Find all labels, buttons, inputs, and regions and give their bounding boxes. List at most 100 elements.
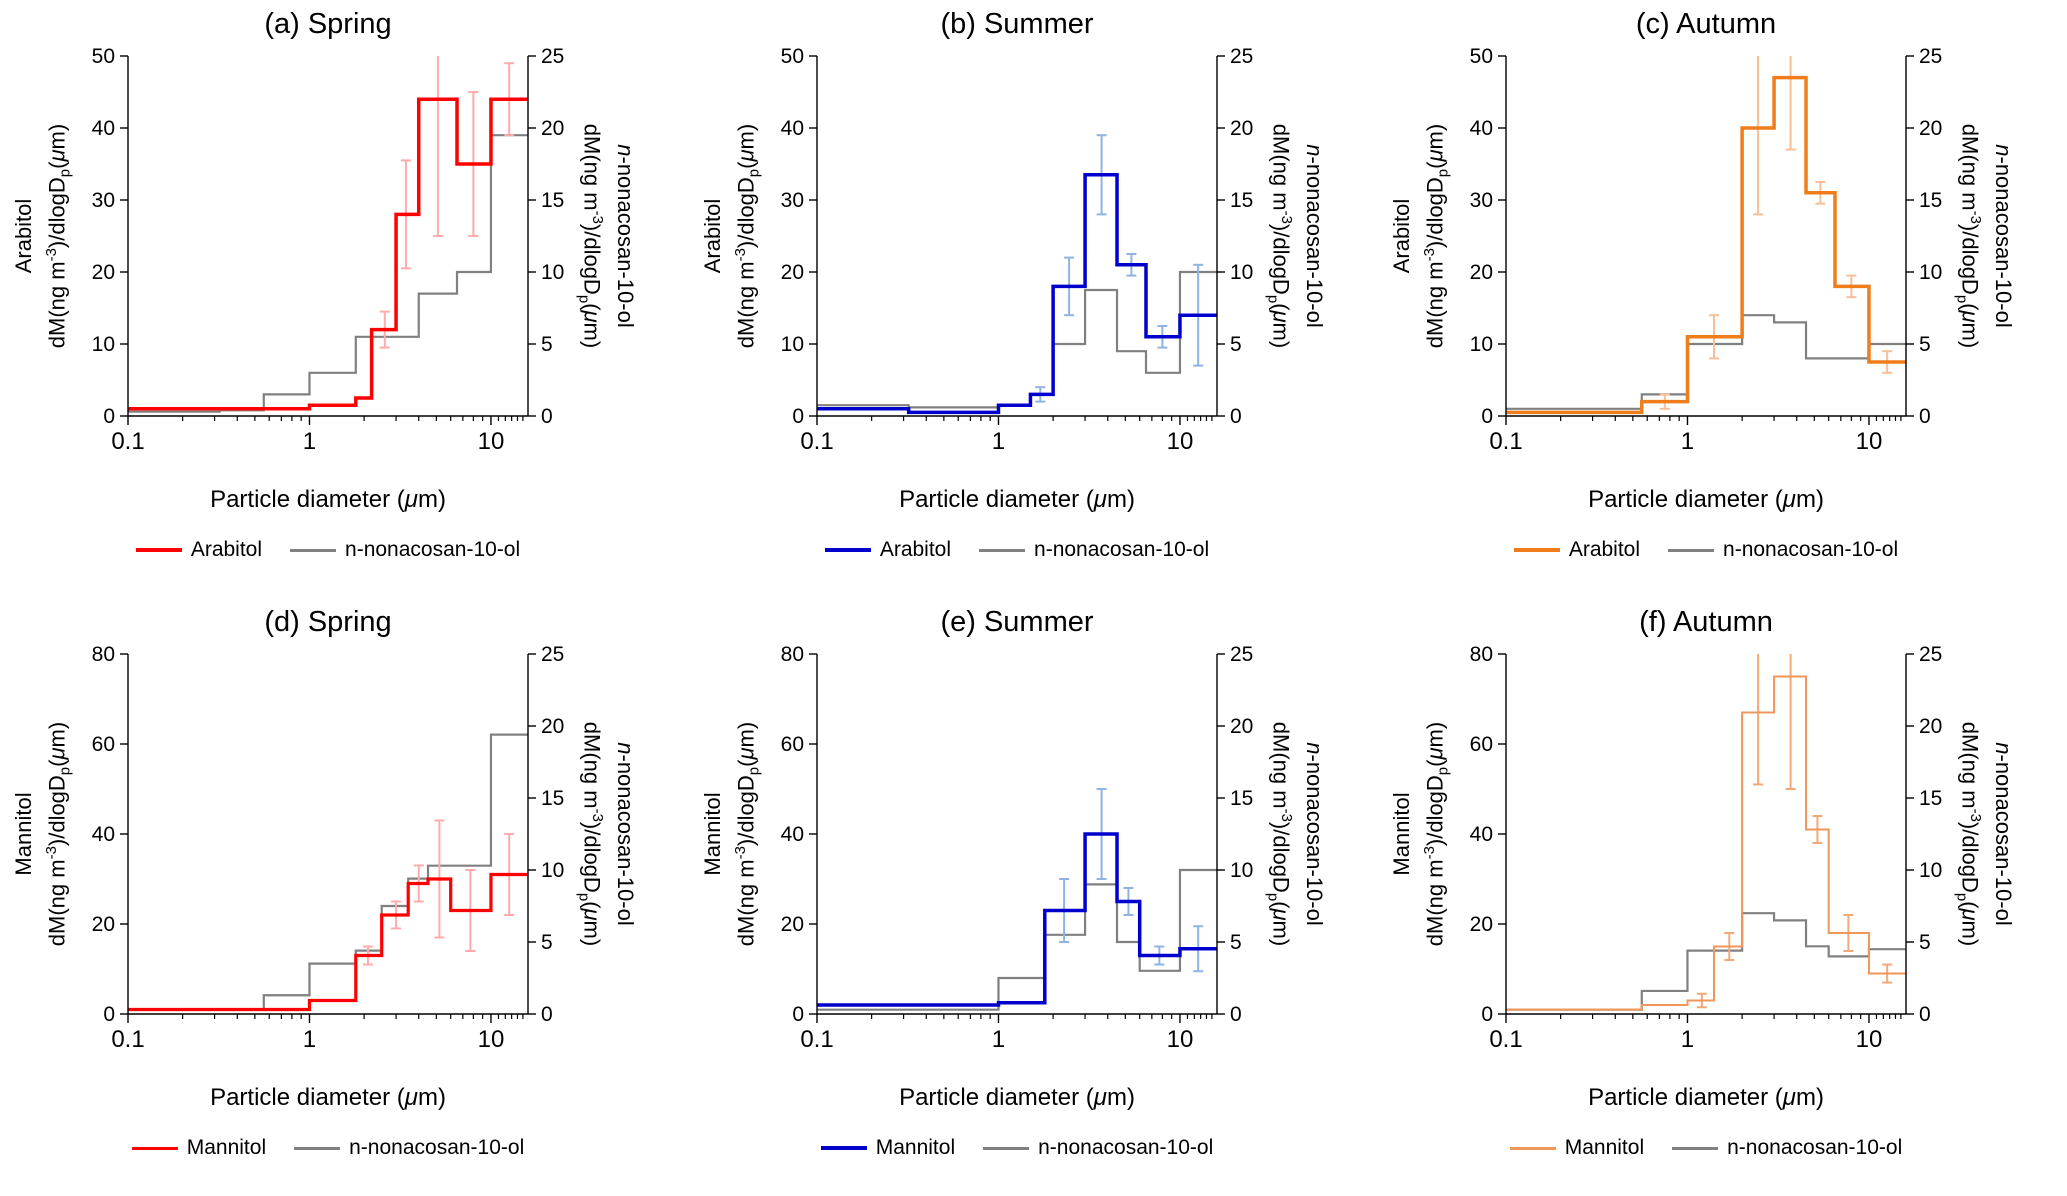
left-y-tick-label: 30 <box>1470 189 1493 212</box>
left-y-tick-label: 20 <box>781 261 804 284</box>
left-y-tick-label: 80 <box>1470 643 1493 666</box>
legend-item-primary: Arabitol <box>135 538 262 562</box>
right-axis-name: n-nonacosan-10-ol <box>1302 144 1327 328</box>
legend-swatch-secondary <box>290 548 337 552</box>
right-y-tick-label: 10 <box>541 859 564 882</box>
legend-label-primary: Mannitol <box>186 1136 267 1159</box>
panel-title: (a) Spring <box>264 8 392 40</box>
right-y-tick-label: 5 <box>1230 931 1242 954</box>
legend-swatch-primary <box>820 1146 867 1150</box>
right-y-tick-label: 0 <box>1230 1003 1242 1026</box>
left-y-tick-label: 80 <box>781 643 804 666</box>
error-bars <box>379 56 515 349</box>
legend-swatch-secondary <box>983 1146 1030 1150</box>
right-axis-name: n-nonacosan-10-ol <box>613 144 638 328</box>
x-tick-label: 0.1 <box>111 428 144 455</box>
x-tick-label: 1 <box>992 1026 1005 1053</box>
x-axis-title: Particle diameter (μm) <box>210 486 446 513</box>
right-y-tick-label: 0 <box>1919 1003 1931 1026</box>
legend: Arabitol n-nonacosan-10-ol <box>88 538 568 562</box>
right-y-tick-label: 25 <box>1230 45 1253 68</box>
error-bars <box>1659 56 1893 410</box>
right-y-tick-label: 20 <box>1230 715 1253 738</box>
legend-swatch-secondary <box>979 548 1026 552</box>
series-line-secondary <box>1506 314 1906 410</box>
legend-swatch-primary <box>1509 1146 1556 1150</box>
left-y-tick-label: 20 <box>92 913 115 936</box>
right-axis-units: dM(ng m-3)/dlogDp(μm) <box>1264 721 1295 947</box>
left-y-tick-label: 0 <box>792 1003 804 1026</box>
x-tick-label: 10 <box>1856 428 1883 455</box>
panel-e-summer-mannitol: (e) Summer Mannitol dM(ng m-3)/dlogDp(μm… <box>689 598 1378 1196</box>
plot-area: 0.1 1 10 0 20 40 60 80 0 5 10 15 20 25 <box>1378 642 2067 1054</box>
error-bars <box>1035 134 1204 403</box>
plot-svg: 0.1 1 10 0 20 40 60 80 0 5 10 15 20 25 <box>1470 643 1943 1053</box>
legend-label-secondary: n-nonacosan-10-ol <box>1038 1136 1214 1159</box>
right-y-tick-label: 20 <box>1919 715 1942 738</box>
right-axis-name: n-nonacosan-10-ol <box>1302 742 1327 926</box>
x-tick-label: 0.1 <box>800 1026 833 1053</box>
right-axis-title: n-nonacosan-10-ol dM(ng m-3)/dlogDp(μm) <box>1264 654 1328 1014</box>
right-y-tick-label: 15 <box>541 189 564 212</box>
right-y-tick-label: 10 <box>1230 859 1253 882</box>
right-y-tick-label: 0 <box>541 1003 553 1026</box>
right-y-tick-label: 20 <box>541 117 564 140</box>
legend-item-primary: Mannitol <box>820 1136 955 1160</box>
left-y-tick-label: 50 <box>1470 45 1493 68</box>
right-y-tick-label: 25 <box>1919 45 1942 68</box>
legend-item-secondary: n-nonacosan-10-ol <box>294 1136 524 1160</box>
x-axis-title: Particle diameter (μm) <box>210 1084 446 1111</box>
legend-label-primary: Arabitol <box>879 538 952 561</box>
legend-item-secondary: n-nonacosan-10-ol <box>290 538 520 562</box>
panel-c-autumn-arabitol: (c) Autumn Arabitol dM(ng m-3)/dlogDp(μm… <box>1378 0 2067 598</box>
x-tick-label: 0.1 <box>800 428 833 455</box>
panel-title: (e) Summer <box>940 606 1094 638</box>
series-line-secondary <box>128 134 528 413</box>
x-tick-label: 0.1 <box>1489 1026 1522 1053</box>
legend-item-primary: Arabitol <box>1513 538 1640 562</box>
x-tick-label: 10 <box>478 1026 505 1053</box>
right-y-tick-label: 5 <box>1919 333 1931 356</box>
series-line-primary <box>1506 75 1906 415</box>
left-y-tick-label: 40 <box>1470 823 1493 846</box>
legend-label-secondary: n-nonacosan-10-ol <box>1723 538 1899 561</box>
right-y-tick-label: 15 <box>541 787 564 810</box>
right-axis-name: n-nonacosan-10-ol <box>1991 742 2016 926</box>
right-y-tick-label: 5 <box>541 333 553 356</box>
plot-area: 0.1 1 10 0 10 20 30 40 50 0 5 10 15 20 25 <box>1378 44 2067 456</box>
panel-title: (c) Autumn <box>1635 8 1777 40</box>
left-y-tick-label: 0 <box>1481 405 1493 428</box>
right-axis-title: n-nonacosan-10-ol dM(ng m-3)/dlogDp(μm) <box>575 56 639 416</box>
plot-area: 0.1 1 10 0 10 20 30 40 50 0 5 10 15 20 25 <box>689 44 1378 456</box>
plot-svg: 0.1 1 10 0 20 40 60 80 0 5 10 15 20 25 <box>781 643 1254 1053</box>
left-y-tick-label: 80 <box>92 643 115 666</box>
x-tick-label: 1 <box>303 1026 316 1053</box>
x-tick-label: 0.1 <box>1489 428 1522 455</box>
error-bars <box>1059 788 1204 973</box>
legend-swatch-primary <box>135 548 182 552</box>
legend: Arabitol n-nonacosan-10-ol <box>1466 538 1946 562</box>
x-tick-label: 10 <box>1167 428 1194 455</box>
left-y-tick-label: 10 <box>781 333 804 356</box>
right-axis-title: n-nonacosan-10-ol dM(ng m-3)/dlogDp(μm) <box>575 654 639 1014</box>
right-axis-title: n-nonacosan-10-ol dM(ng m-3)/dlogDp(μm) <box>1264 56 1328 416</box>
left-y-tick-label: 0 <box>103 1003 115 1026</box>
left-y-tick-label: 20 <box>1470 261 1493 284</box>
left-y-tick-label: 30 <box>92 189 115 212</box>
x-axis-title: Particle diameter (μm) <box>1588 1084 1824 1111</box>
x-tick-label: 10 <box>478 428 505 455</box>
left-y-tick-label: 0 <box>792 405 804 428</box>
plot-area: 0.1 1 10 0 20 40 60 80 0 5 10 15 20 25 <box>689 642 1378 1054</box>
left-y-tick-label: 60 <box>781 733 804 756</box>
legend-label-secondary: n-nonacosan-10-ol <box>1034 538 1210 561</box>
legend-item-primary: Mannitol <box>131 1136 267 1160</box>
left-y-tick-label: 40 <box>781 823 804 846</box>
right-axis-units: dM(ng m-3)/dlogDp(μm) <box>1264 123 1295 349</box>
right-y-tick-label: 0 <box>541 405 553 428</box>
left-y-tick-label: 50 <box>781 45 804 68</box>
legend-swatch-primary <box>131 1146 178 1150</box>
right-y-tick-label: 0 <box>1230 405 1242 428</box>
left-y-tick-label: 60 <box>92 733 115 756</box>
x-tick-label: 1 <box>1681 1026 1694 1053</box>
